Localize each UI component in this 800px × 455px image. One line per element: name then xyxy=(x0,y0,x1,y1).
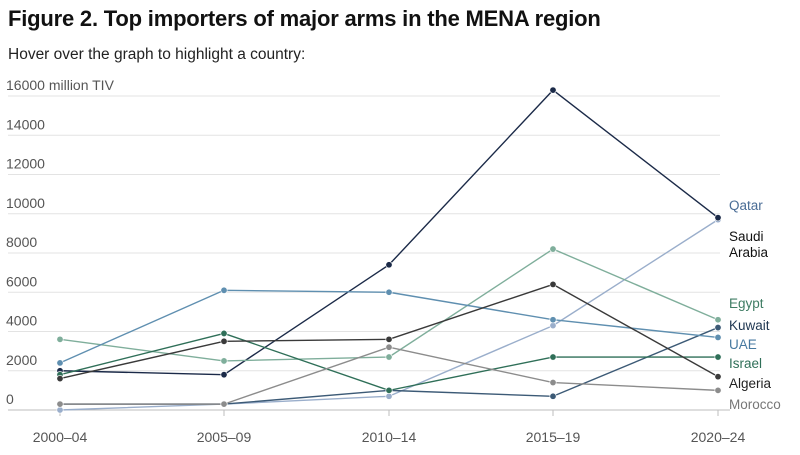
data-point-saudi-arabia[interactable] xyxy=(714,214,722,222)
data-point-israel[interactable] xyxy=(714,353,722,361)
data-point-uae[interactable] xyxy=(385,288,393,296)
data-point-algeria[interactable] xyxy=(385,335,393,343)
series-label-uae: UAE xyxy=(729,337,757,352)
data-point-qatar[interactable] xyxy=(56,406,64,414)
data-point-morocco[interactable] xyxy=(220,400,228,408)
data-point-morocco[interactable] xyxy=(549,379,557,387)
data-point-saudi-arabia[interactable] xyxy=(385,261,393,269)
y-tick-label: 6000 xyxy=(6,273,37,289)
data-point-uae[interactable] xyxy=(220,286,228,294)
data-point-algeria[interactable] xyxy=(56,375,64,383)
series-label-kuwait: Kuwait xyxy=(729,318,770,333)
data-point-saudi-arabia[interactable] xyxy=(549,86,557,94)
data-point-uae[interactable] xyxy=(549,316,557,324)
data-point-egypt[interactable] xyxy=(714,316,722,324)
data-point-egypt[interactable] xyxy=(56,335,64,343)
data-point-israel[interactable] xyxy=(549,353,557,361)
series-label-qatar: Qatar xyxy=(729,198,763,213)
series-labels: Qatar Saudi Arabia Egypt Kuwait UAE Israel Alge… xyxy=(729,198,781,412)
data-point-israel[interactable] xyxy=(220,329,228,337)
series-label-israel: Israel xyxy=(729,356,762,371)
data-point-morocco[interactable] xyxy=(56,400,64,408)
data-point-israel[interactable] xyxy=(385,386,393,394)
data-point-egypt[interactable] xyxy=(385,353,393,361)
data-point-morocco[interactable] xyxy=(714,386,722,394)
y-tick-label: 14000 xyxy=(6,116,45,132)
y-tick-label: 2000 xyxy=(6,352,37,368)
chart-subtitle: Hover over the graph to highlight a coun… xyxy=(8,46,306,63)
y-tick-label: 0 xyxy=(6,391,14,407)
axes: 0 2000 4000 6000 8000 10000 12000 14000 16000 mi… xyxy=(6,77,745,445)
data-point-egypt[interactable] xyxy=(549,245,557,253)
x-tick-label: 2020–24 xyxy=(691,429,746,445)
x-tick-label: 2005–09 xyxy=(197,429,252,445)
data-points[interactable] xyxy=(56,86,722,414)
y-tick-label: 16000 million TIV xyxy=(6,77,115,93)
x-tick-label: 2000–04 xyxy=(33,429,88,445)
data-point-saudi-arabia[interactable] xyxy=(220,371,228,379)
series-label-egypt: Egypt xyxy=(729,296,764,311)
chart-title: Figure 2. Top importers of major arms in… xyxy=(8,6,601,31)
data-point-uae[interactable] xyxy=(56,359,64,367)
data-point-qatar[interactable] xyxy=(385,392,393,400)
data-point-kuwait[interactable] xyxy=(714,324,722,332)
series-label-morocco: Morocco xyxy=(729,397,781,412)
y-tick-label: 10000 xyxy=(6,195,45,211)
data-point-algeria[interactable] xyxy=(220,337,228,345)
series-label-algeria: Algeria xyxy=(729,376,772,391)
y-tick-label: 4000 xyxy=(6,313,37,329)
data-point-algeria[interactable] xyxy=(714,373,722,381)
x-tick-label: 2010–14 xyxy=(362,429,417,445)
series-label-saudi-arabia: Saudi Arabia xyxy=(729,229,769,260)
y-tick-label: 12000 xyxy=(6,156,45,172)
x-tick-label: 2015–19 xyxy=(526,429,581,445)
series-line-qatar[interactable] xyxy=(59,219,719,411)
y-tick-label: 8000 xyxy=(6,234,37,250)
data-point-uae[interactable] xyxy=(714,333,722,341)
series-lines[interactable] xyxy=(59,89,719,411)
data-point-kuwait[interactable] xyxy=(549,392,557,400)
gridlines xyxy=(8,95,720,372)
data-point-egypt[interactable] xyxy=(220,357,228,365)
data-point-morocco[interactable] xyxy=(385,343,393,351)
data-point-qatar[interactable] xyxy=(549,322,557,330)
data-point-algeria[interactable] xyxy=(549,280,557,288)
